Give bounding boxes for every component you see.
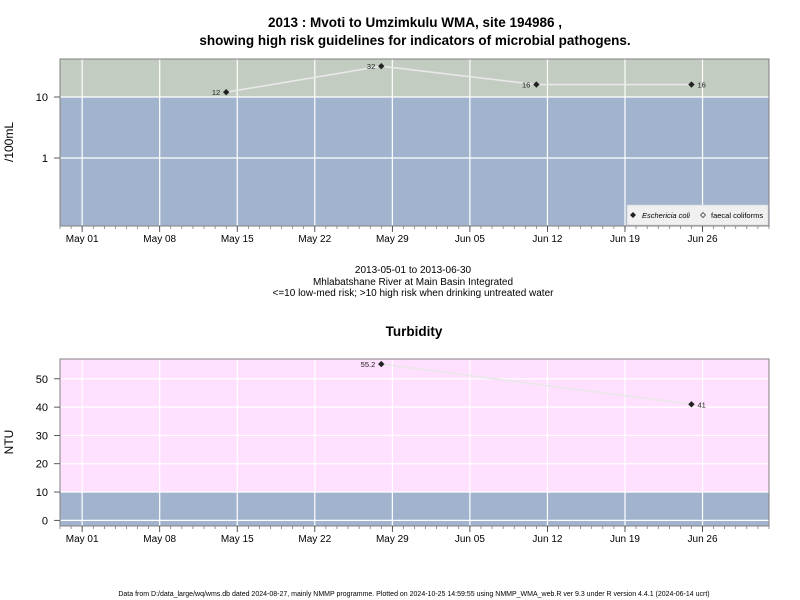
caption-site-name: Mhlabatshane River at Main Basin Integra… bbox=[313, 277, 513, 288]
data-point bbox=[533, 81, 540, 88]
x-tick-label: Jun 12 bbox=[532, 534, 562, 545]
y-tick-label: 50 bbox=[36, 374, 48, 386]
x-tick-label: May 22 bbox=[298, 234, 331, 245]
x-tick-label: May 15 bbox=[221, 534, 254, 545]
data-point bbox=[688, 81, 695, 88]
turbidity-panel: 0 10 20 30 40 50 May 01 May 08 May 15 May 22 May … bbox=[2, 358, 770, 545]
caption-date-range: 2013-05-01 to 2013-06-30 bbox=[355, 265, 472, 276]
caption-guideline: <=10 low-med risk; >10 high risk when dr… bbox=[273, 288, 555, 299]
x-tick-label: May 01 bbox=[66, 234, 99, 245]
data-point bbox=[222, 88, 230, 96]
turbidity-y-axis-label: NTU bbox=[2, 430, 16, 455]
chart-subtitle: showing high risk guidelines for indicat… bbox=[199, 33, 630, 48]
y-tick-label: 10 bbox=[36, 92, 48, 104]
data-point bbox=[688, 401, 695, 408]
low-risk-band bbox=[60, 97, 769, 226]
turbidity-title: Turbidity bbox=[386, 324, 443, 339]
legend-box bbox=[626, 204, 769, 226]
x-tick-label: May 15 bbox=[221, 234, 254, 245]
data-label: 16 bbox=[522, 81, 530, 90]
microbial-panel-frame bbox=[59, 58, 770, 227]
legend: Eschericia coli faecal coliforms bbox=[626, 204, 769, 226]
x-tick-label: Jun 05 bbox=[455, 534, 485, 545]
x-tick-label: May 01 bbox=[66, 534, 99, 545]
x-tick-label: Jun 26 bbox=[688, 234, 718, 245]
y-tick-label: 40 bbox=[36, 402, 48, 414]
microbial-y-axis-label: /100mL bbox=[2, 122, 16, 162]
x-tick-label: May 29 bbox=[376, 534, 409, 545]
y-tick-label: 1 bbox=[42, 153, 48, 165]
data-point bbox=[378, 360, 385, 368]
microbial-panel: 1 10 May 01 May 08 May 15 May 22 May 29 Jun 05… bbox=[2, 58, 770, 245]
high-risk-band bbox=[60, 359, 769, 493]
data-label: 16 bbox=[697, 81, 705, 90]
x-tick-label: May 22 bbox=[298, 534, 331, 545]
legend-label-faecal: faecal coliforms bbox=[711, 211, 763, 220]
data-point bbox=[378, 62, 385, 70]
data-label: 55.2 bbox=[361, 360, 376, 369]
y-tick-label: 20 bbox=[36, 459, 48, 471]
y-tick-label: 0 bbox=[42, 515, 48, 527]
x-tick-label: May 08 bbox=[143, 234, 176, 245]
x-tick-label: Jun 12 bbox=[532, 234, 562, 245]
turbidity-panel-frame bbox=[59, 358, 770, 527]
x-tick-label: May 08 bbox=[143, 534, 176, 545]
series-line bbox=[381, 363, 692, 406]
x-tick-label: May 29 bbox=[376, 234, 409, 245]
data-label: 41 bbox=[697, 400, 705, 409]
legend-marker-faecal bbox=[699, 211, 707, 219]
x-tick-label: Jun 19 bbox=[610, 234, 640, 245]
footer-note: Data from D:/data_large/wq/wms.db dated … bbox=[118, 591, 709, 598]
data-label: 12 bbox=[212, 88, 220, 97]
y-tick-label: 30 bbox=[36, 430, 48, 442]
x-tick-label: Jun 19 bbox=[610, 534, 640, 545]
data-label: 32 bbox=[367, 62, 375, 71]
y-tick-label: 10 bbox=[36, 487, 48, 499]
chart-title: 2013 : Mvoti to Umzimkulu WMA, site 1949… bbox=[268, 15, 562, 30]
series-line bbox=[226, 65, 692, 93]
legend-label-ecoli: Eschericia coli bbox=[642, 211, 690, 220]
x-tick-label: Jun 05 bbox=[455, 234, 485, 245]
x-tick-label: Jun 26 bbox=[688, 534, 718, 545]
legend-marker-ecoli bbox=[630, 212, 636, 218]
high-risk-band bbox=[60, 59, 769, 97]
